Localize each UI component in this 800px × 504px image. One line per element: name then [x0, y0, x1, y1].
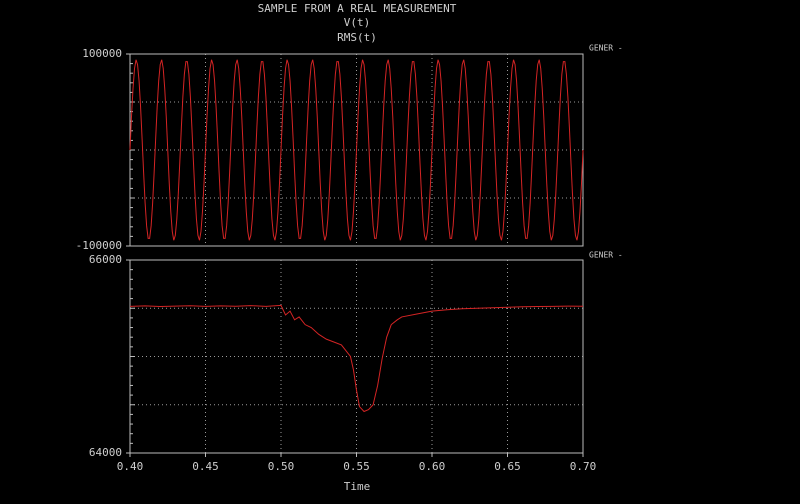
x-tick-label: 0.65 [494, 460, 521, 473]
x-tick-label: 0.70 [570, 460, 597, 473]
x-tick-label: 0.40 [117, 460, 144, 473]
y-tick-label: 100000 [82, 47, 122, 60]
annotation: GENER - [589, 251, 623, 260]
x-tick-label: 0.45 [192, 460, 219, 473]
data-line [129, 304, 584, 413]
y-tick-label: -100000 [76, 239, 122, 252]
legend-entry: V(t) [344, 16, 371, 29]
legend-entry: RMS(t) [337, 31, 377, 44]
y-tick-label: 66000 [89, 253, 122, 266]
x-axis-label: Time [344, 480, 371, 493]
x-tick-label: 0.60 [419, 460, 446, 473]
data-line [129, 59, 584, 241]
x-tick-label: 0.55 [343, 460, 370, 473]
chart-title: SAMPLE FROM A REAL MEASUREMENT [258, 2, 457, 15]
x-tick-label: 0.50 [268, 460, 295, 473]
annotation: GENER - [589, 44, 623, 53]
y-tick-label: 64000 [89, 446, 122, 459]
